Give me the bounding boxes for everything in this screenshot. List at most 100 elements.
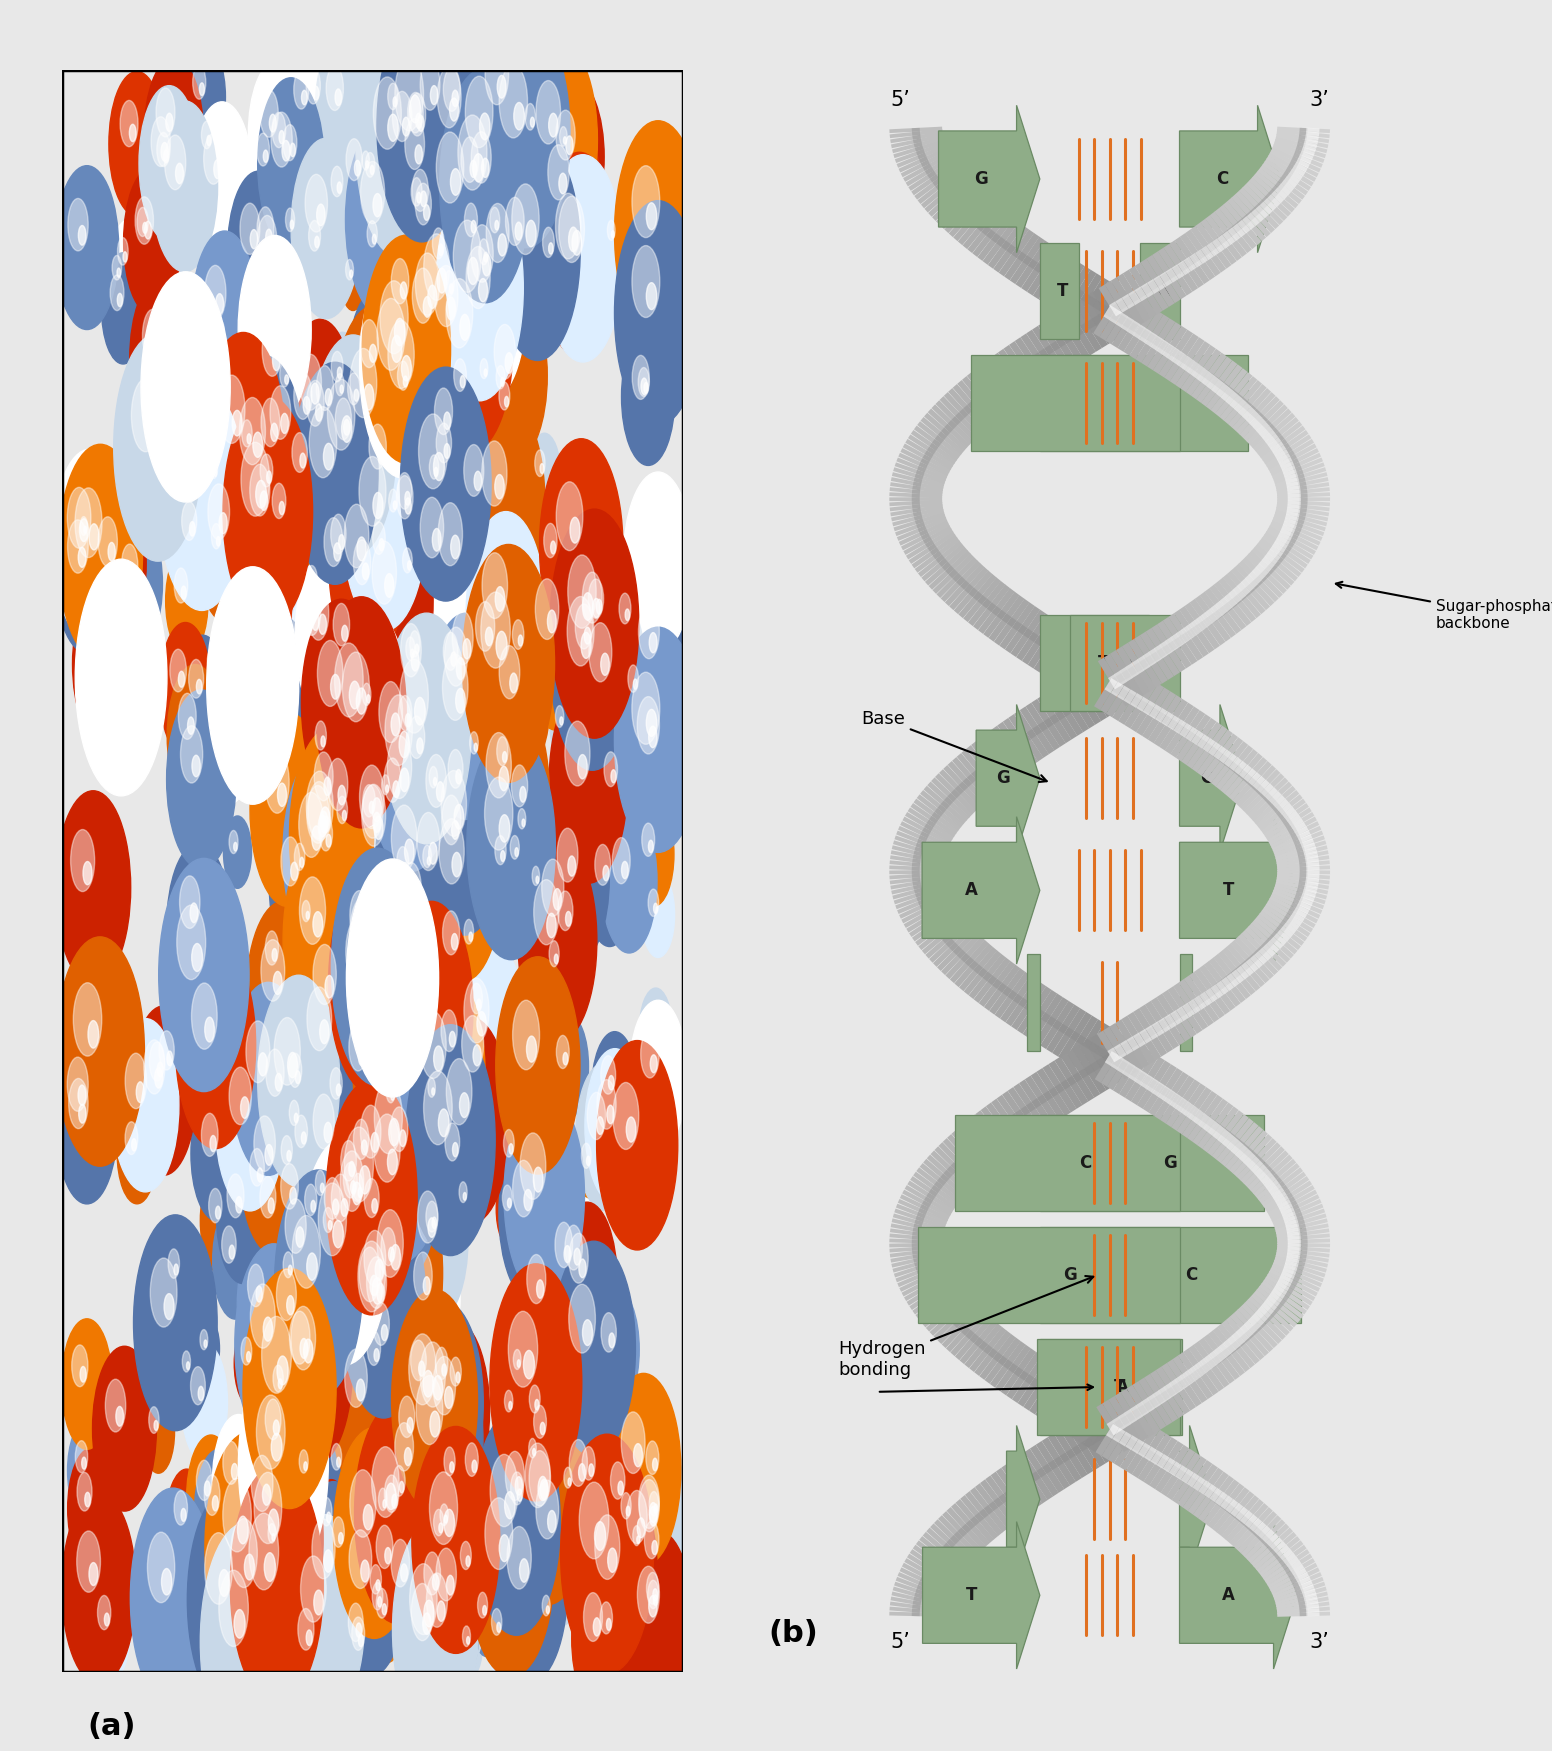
Circle shape (379, 1488, 386, 1511)
Circle shape (372, 1278, 382, 1304)
Circle shape (317, 366, 334, 410)
Circle shape (334, 543, 341, 560)
Circle shape (579, 1259, 587, 1278)
Circle shape (551, 541, 556, 553)
Circle shape (411, 177, 422, 207)
Text: C: C (1200, 769, 1212, 788)
Circle shape (464, 979, 489, 1044)
Circle shape (314, 1480, 349, 1569)
Circle shape (182, 1352, 191, 1373)
Circle shape (374, 1114, 400, 1182)
Circle shape (326, 371, 376, 503)
Circle shape (165, 135, 186, 189)
Circle shape (435, 389, 453, 434)
Circle shape (309, 1154, 340, 1233)
Circle shape (321, 490, 369, 613)
Circle shape (416, 114, 422, 128)
Circle shape (182, 501, 197, 541)
Circle shape (203, 1340, 206, 1348)
Circle shape (143, 1390, 174, 1473)
Circle shape (168, 1248, 180, 1278)
Circle shape (329, 872, 414, 1093)
Circle shape (296, 1227, 304, 1247)
Circle shape (526, 1254, 546, 1304)
Circle shape (411, 1340, 427, 1380)
Text: Base: Base (861, 709, 1046, 783)
Circle shape (180, 876, 200, 928)
Circle shape (484, 191, 515, 271)
Circle shape (483, 1606, 486, 1614)
Circle shape (348, 289, 407, 440)
Circle shape (345, 1128, 374, 1203)
Circle shape (486, 613, 551, 779)
Circle shape (203, 313, 236, 396)
Circle shape (431, 1087, 435, 1094)
Circle shape (245, 902, 321, 1094)
Circle shape (393, 781, 399, 797)
Circle shape (262, 625, 265, 636)
Circle shape (442, 795, 461, 844)
Circle shape (534, 1168, 543, 1192)
Circle shape (357, 503, 433, 699)
Circle shape (604, 751, 618, 786)
Circle shape (393, 1520, 478, 1740)
Circle shape (320, 811, 327, 833)
Circle shape (357, 538, 366, 560)
Circle shape (123, 252, 127, 263)
Circle shape (293, 70, 309, 109)
Circle shape (265, 932, 278, 965)
Circle shape (241, 1338, 251, 1366)
Circle shape (486, 627, 492, 646)
Circle shape (462, 1627, 470, 1646)
Circle shape (369, 424, 386, 469)
Circle shape (462, 965, 500, 1059)
Circle shape (169, 650, 186, 692)
Circle shape (275, 1170, 363, 1397)
Circle shape (438, 254, 469, 334)
Circle shape (377, 1283, 385, 1303)
Circle shape (276, 1236, 309, 1317)
Circle shape (611, 574, 649, 671)
Circle shape (405, 158, 456, 287)
Circle shape (419, 88, 504, 310)
Circle shape (273, 972, 282, 995)
Circle shape (287, 1296, 295, 1315)
Circle shape (525, 1189, 532, 1210)
Circle shape (165, 1294, 174, 1320)
Circle shape (354, 1119, 369, 1159)
Circle shape (484, 777, 512, 849)
Circle shape (549, 692, 576, 760)
Circle shape (366, 695, 369, 702)
Circle shape (250, 229, 258, 249)
Circle shape (450, 1357, 461, 1387)
Circle shape (650, 1506, 656, 1527)
Circle shape (433, 1509, 444, 1536)
Circle shape (365, 932, 430, 1096)
Circle shape (354, 1224, 416, 1385)
Circle shape (430, 590, 501, 774)
Circle shape (272, 1434, 282, 1460)
Circle shape (371, 923, 419, 1049)
Circle shape (548, 867, 596, 989)
Circle shape (360, 205, 393, 287)
Circle shape (383, 1044, 393, 1068)
Circle shape (568, 1478, 571, 1487)
Circle shape (504, 1390, 512, 1411)
Circle shape (255, 1473, 282, 1544)
Circle shape (649, 632, 656, 653)
Circle shape (349, 897, 379, 972)
Circle shape (351, 1196, 419, 1371)
Circle shape (332, 1516, 345, 1548)
Circle shape (256, 133, 270, 166)
Circle shape (292, 138, 362, 319)
Circle shape (349, 751, 414, 918)
Circle shape (459, 315, 470, 340)
Circle shape (268, 1523, 276, 1543)
Circle shape (478, 278, 487, 301)
Circle shape (286, 1199, 306, 1254)
Circle shape (390, 674, 433, 783)
Circle shape (113, 333, 202, 560)
Circle shape (360, 137, 390, 214)
Circle shape (490, 1264, 582, 1501)
Circle shape (411, 890, 419, 909)
